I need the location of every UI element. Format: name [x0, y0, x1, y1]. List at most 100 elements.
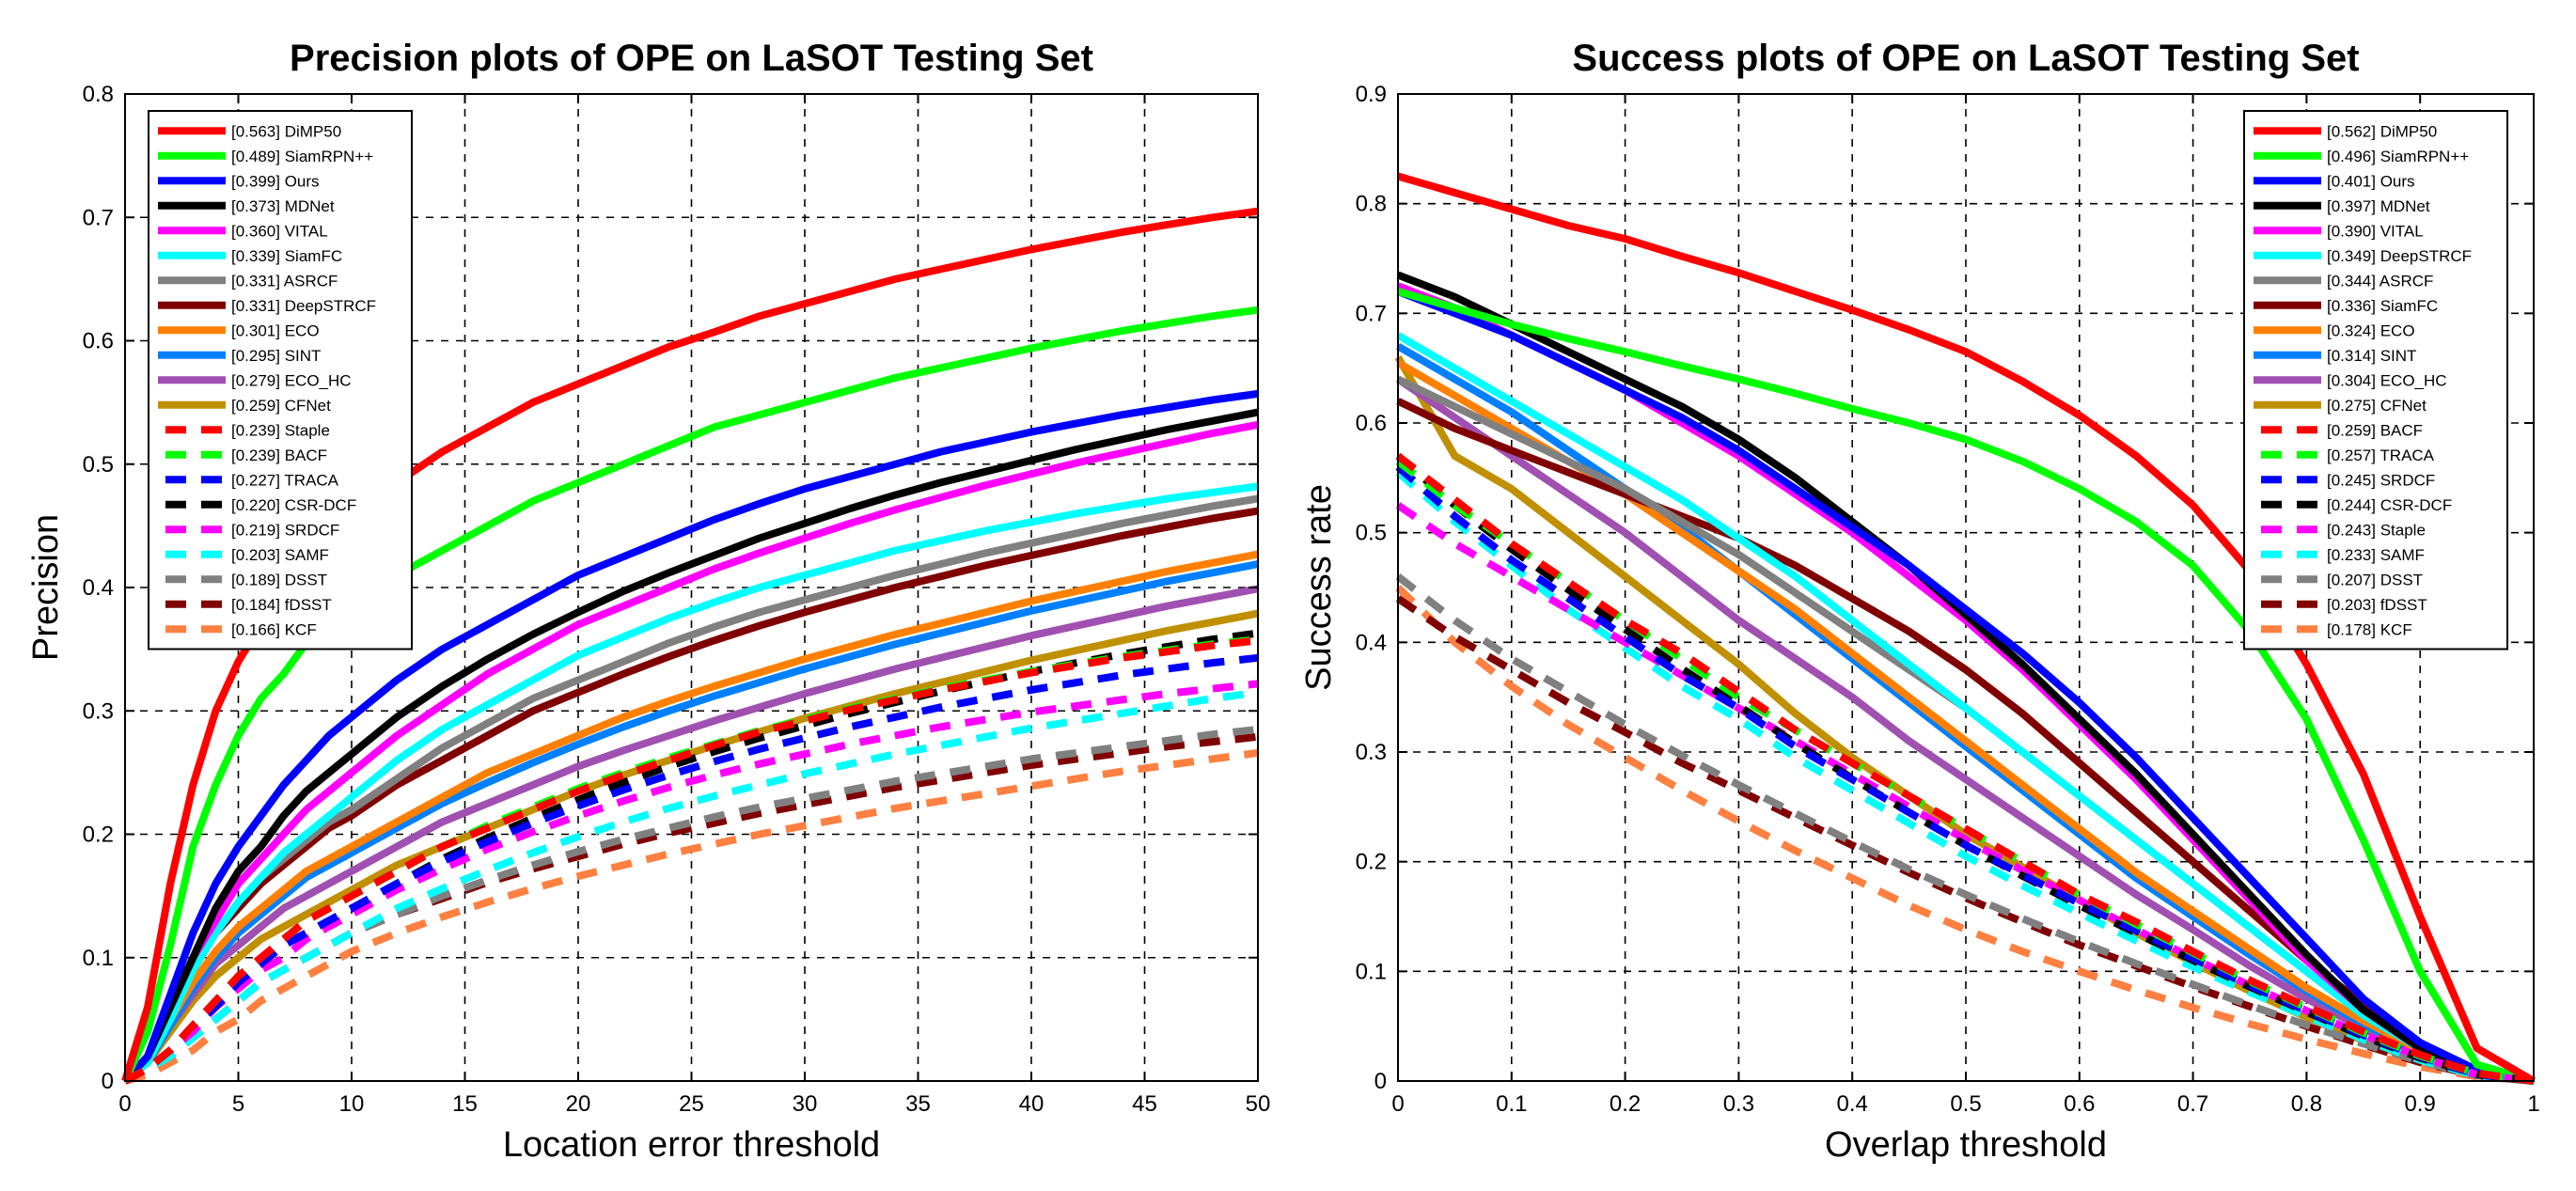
x-axis-label: Overlap threshold — [1825, 1125, 2107, 1165]
series-line-samf — [1395, 469, 2535, 1085]
x-tick-label: 0.5 — [1950, 1091, 1981, 1117]
series-line-ours — [122, 389, 1259, 1084]
series-line-srdcf — [123, 680, 1259, 1085]
series-line-eco-hc — [122, 585, 1259, 1085]
x-tick-label: 45 — [1132, 1091, 1157, 1117]
legend-label: [0.397] MDNet — [2327, 197, 2430, 215]
x-tick-label: 0.7 — [2177, 1091, 2208, 1117]
series-line-staple — [123, 636, 1259, 1085]
series-line-ours — [1396, 288, 2535, 1085]
y-tick-label: 0.1 — [83, 946, 114, 971]
series-line-dsst — [1395, 573, 2535, 1085]
y-tick-label: 0.5 — [1356, 521, 1387, 546]
legend-label: [0.275] CFNet — [2327, 397, 2427, 415]
series-line-mdnet — [122, 408, 1259, 1084]
series-line-deepstrcf — [1395, 332, 2535, 1085]
legend: [0.562] DiMP50 [0.496] SiamRPN++ [0.401] O… — [2243, 110, 2508, 650]
legend-label: [0.301] ECO — [231, 321, 320, 339]
series-line-srdcf — [1395, 463, 2535, 1085]
legend-label: [0.279] ECO_HC — [231, 371, 352, 389]
x-tick-label: 20 — [566, 1091, 591, 1117]
y-tick-label: 0.2 — [1356, 850, 1387, 875]
series-line-eco — [122, 550, 1259, 1084]
y-tick-label: 0.1 — [1356, 959, 1387, 984]
legend-label: [0.401] Ours — [2327, 172, 2415, 190]
y-tick-label: 0.2 — [83, 823, 114, 848]
legend-label: [0.189] DSST — [231, 571, 327, 588]
y-tick-label: 0 — [102, 1069, 114, 1094]
x-tick-label: 25 — [679, 1091, 704, 1117]
x-tick-label: 0.2 — [1610, 1091, 1641, 1117]
legend-label: [0.220] CSR-DCF — [231, 496, 356, 514]
legend-label: [0.489] SiamRPN++ — [231, 148, 373, 165]
y-tick-label: 0.4 — [83, 575, 114, 601]
legend-label: [0.203] SAMF — [231, 546, 329, 564]
chart-1: 0 0.1 0.2 0.3 0.4 0.5 0.6 0.7 0.8 0.9 1 0 0.1 0.2 0.3 0… — [1299, 38, 2540, 1165]
series-line-kcf — [123, 748, 1259, 1085]
series-line-siamrpn- — [121, 306, 1259, 1083]
legend-label: [0.304] ECO_HC — [2327, 371, 2447, 389]
series-line-fdsst — [1395, 595, 2535, 1085]
legend-label: [0.360] VITAL — [231, 222, 328, 240]
legend-label: [0.239] BACF — [231, 447, 327, 464]
series-line-siamrpn- — [1396, 288, 2536, 1085]
x-tick-label: 40 — [1019, 1091, 1045, 1117]
legend-label: [0.336] SiamFC — [2327, 297, 2438, 315]
legend-label: [0.207] DSST — [2327, 571, 2423, 588]
x-tick-label: 0.6 — [2064, 1091, 2095, 1117]
legend-label: [0.259] CFNet — [231, 397, 331, 415]
legend-label: [0.219] SRDCF — [231, 521, 339, 539]
legend-label: [0.349] DeepSTRCF — [2327, 247, 2472, 265]
series-line-samf — [123, 688, 1259, 1085]
series-line-traca — [123, 653, 1259, 1085]
x-tick-label: 1 — [2527, 1091, 2539, 1117]
legend-label: [0.344] ASRCF — [2327, 272, 2433, 290]
legend-label: [0.324] ECO — [2327, 321, 2415, 339]
series-line-dimp50 — [121, 207, 1259, 1083]
series-line-sint — [122, 560, 1259, 1085]
ticks: 0 5 10 15 20 25 30 35 40 45 50 0 0.1 0.2 0.3 0.4 0.5 0.6 0… — [83, 82, 1271, 1117]
legend-label: [0.295] SINT — [231, 347, 321, 365]
y-tick-label: 0.3 — [83, 698, 114, 724]
x-tick-label: 0.4 — [1837, 1091, 1868, 1117]
series-line-siamfc — [122, 482, 1259, 1085]
legend-label: [0.184] fDSST — [231, 596, 332, 614]
x-tick-label: 5 — [232, 1091, 244, 1117]
series-line-vital — [122, 420, 1259, 1084]
y-tick-label: 0 — [1374, 1069, 1387, 1094]
ticks: 0 0.1 0.2 0.3 0.4 0.5 0.6 0.7 0.8 0.9 1 0 0.1 0.2 0.3 0… — [1356, 82, 2540, 1117]
legend-label: [0.239] Staple — [231, 421, 330, 439]
series-line-dimp50 — [1396, 172, 2537, 1085]
y-tick-label: 0.7 — [1356, 301, 1387, 326]
y-tick-label: 0.8 — [83, 82, 114, 107]
x-tick-label: 35 — [905, 1091, 931, 1117]
series-line-mdnet — [1396, 271, 2535, 1085]
y-axis-label: Precision — [26, 514, 66, 661]
y-tick-label: 0.9 — [1356, 82, 1387, 107]
legend-label: [0.331] ASRCF — [231, 272, 338, 290]
x-tick-label: 0 — [1391, 1091, 1404, 1117]
legend-label: [0.562] DiMP50 — [2327, 122, 2437, 140]
x-tick-label: 0 — [118, 1091, 131, 1117]
legend-label: [0.373] MDNet — [231, 197, 335, 215]
x-axis-label: Location error threshold — [503, 1125, 880, 1165]
x-tick-label: 10 — [339, 1091, 365, 1117]
legend-label: [0.233] SAMF — [2327, 546, 2425, 564]
chart-title: Precision plots of OPE on LaSOT Testing … — [290, 38, 1093, 79]
y-tick-label: 0.6 — [1356, 411, 1387, 436]
series-line-fdsst — [123, 732, 1259, 1085]
y-tick-label: 0.7 — [83, 205, 114, 230]
x-tick-label: 0.3 — [1723, 1091, 1754, 1117]
y-tick-label: 0.3 — [1356, 740, 1387, 765]
legend-label: [0.496] SiamRPN++ — [2327, 148, 2469, 165]
y-tick-label: 0.8 — [1356, 192, 1387, 217]
legend: [0.563] DiMP50 [0.489] SiamRPN++ [0.399] O… — [148, 110, 413, 650]
legend-label: [0.245] SRDCF — [2327, 471, 2435, 489]
legend-label: [0.563] DiMP50 — [231, 122, 341, 140]
legend-label: [0.227] TRACA — [231, 471, 339, 489]
x-tick-label: 15 — [452, 1091, 478, 1117]
y-axis-label: Success rate — [1299, 484, 1339, 691]
legend-label: [0.339] SiamFC — [231, 247, 342, 265]
legend-label: [0.314] SINT — [2327, 347, 2416, 365]
